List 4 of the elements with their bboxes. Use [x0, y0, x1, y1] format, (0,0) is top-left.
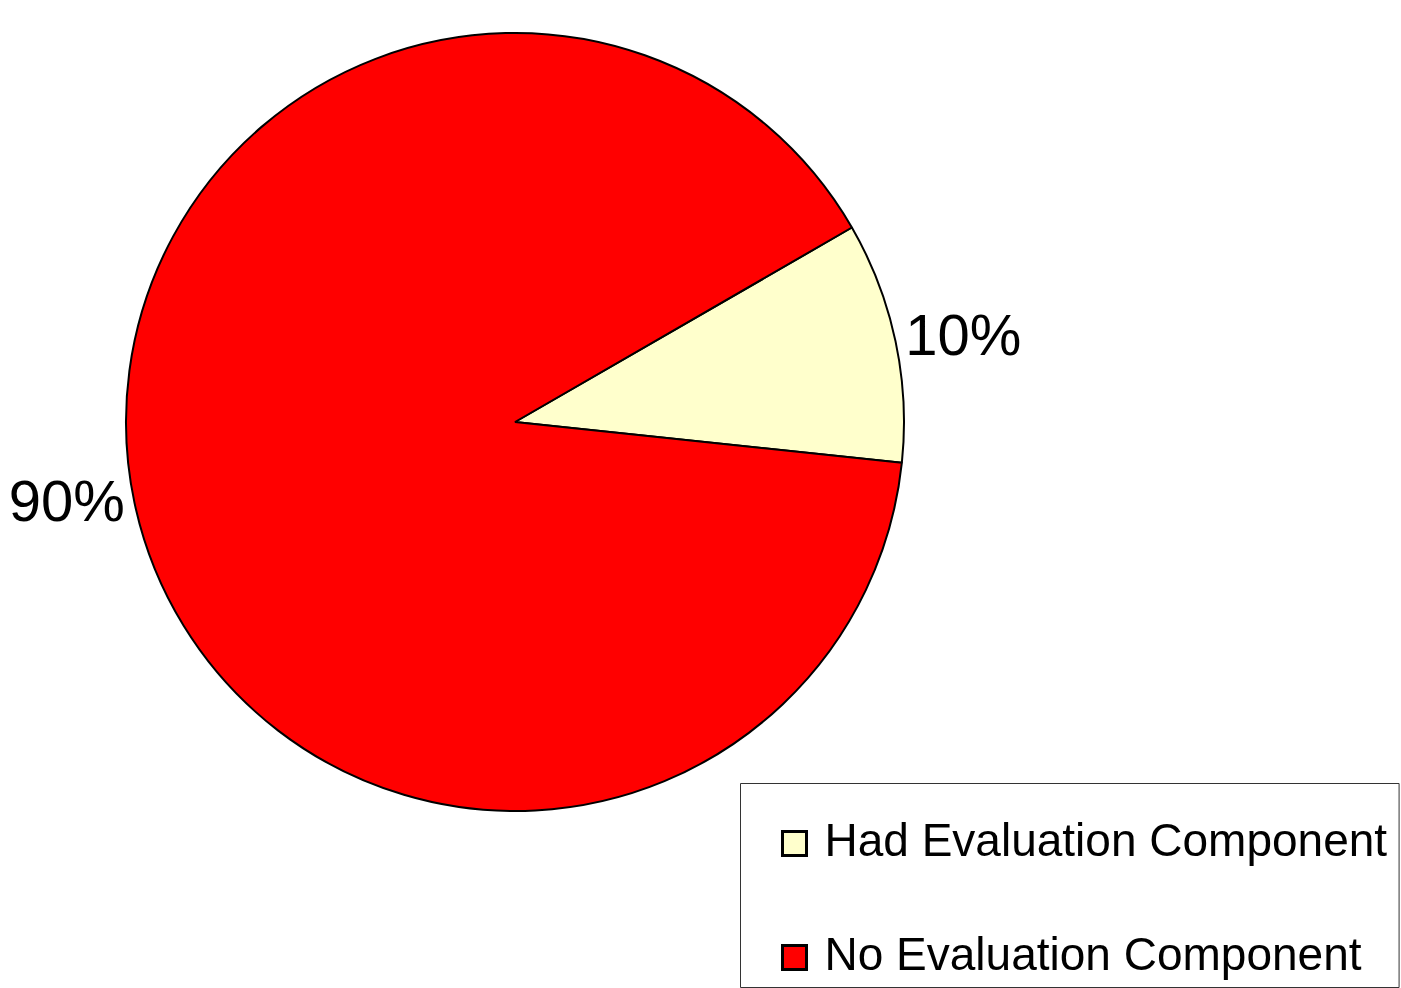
legend-label: No Evaluation Component [824, 928, 1362, 981]
data-label: 10% [905, 302, 1022, 368]
legend-label: Had Evaluation Component [824, 814, 1388, 867]
data-label: 90% [8, 467, 125, 533]
